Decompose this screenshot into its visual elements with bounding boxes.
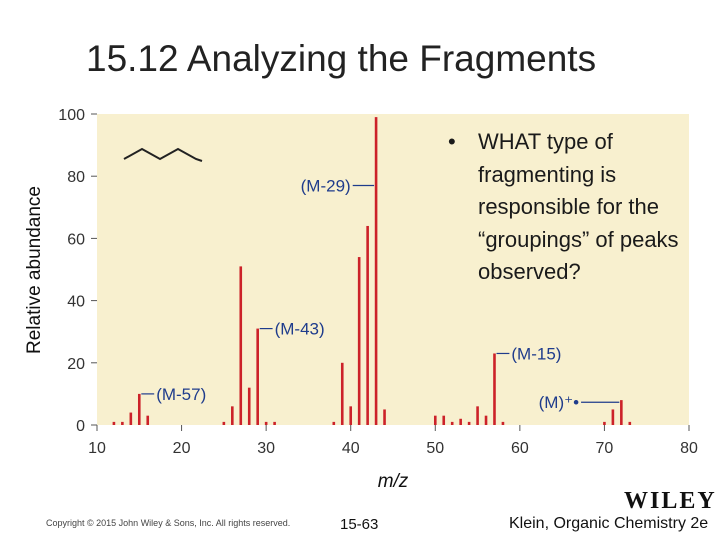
annotation-label: (M)⁺• [539, 393, 579, 412]
annotation-label: (M-29) [301, 177, 351, 196]
peak-bar-mz-14 [129, 412, 133, 425]
peak-bar-mz-44 [383, 409, 386, 425]
wiley-logo: WILEY [624, 488, 717, 514]
peak-bar-mz-56 [484, 415, 488, 425]
peak-bar-mz-28 [247, 387, 251, 425]
peak-bar-mz-51 [442, 415, 446, 425]
peak-bar-mz-38 [332, 421, 336, 425]
peak-bar-mz-16 [146, 415, 150, 425]
bullet-marker: • [448, 129, 456, 154]
peak-bar-mz-13 [121, 421, 124, 425]
x-tick-label: 60 [511, 440, 529, 457]
peak-bar-mz-30 [264, 421, 268, 425]
plot-area [97, 114, 689, 425]
peak-bar-mz-72 [620, 400, 623, 425]
spectrum-peaks [112, 117, 632, 426]
x-tick-label: 70 [596, 440, 614, 457]
x-axis: 10 20 30 40 50 60 70 80 [88, 425, 698, 457]
x-tick-label: 80 [680, 440, 698, 457]
y-tick-label: 80 [67, 169, 85, 186]
peak-bar-mz-29 [256, 328, 259, 425]
x-tick-label: 30 [257, 440, 275, 457]
x-tick-label: 40 [342, 440, 360, 457]
peak-bar-mz-54 [467, 421, 471, 425]
peak-bar-mz-50 [433, 415, 437, 425]
slide-title: 15.12 Analyzing the Fragments [86, 38, 597, 79]
peak-bar-mz-53 [459, 418, 462, 425]
slide-number: 15-63 [340, 516, 379, 533]
book-reference: Klein, Organic Chemistry 2e [509, 515, 709, 532]
annotation-label: (M-43) [275, 320, 325, 339]
copyright-notice: Copyright © 2015 John Wiley & Sons, Inc.… [46, 518, 291, 528]
bullet-text: WHAT type of fragmenting is responsible … [478, 129, 679, 284]
peak-annotations: (M-57) (M-43) (M-29) (M-15) (M)⁺• [141, 177, 620, 412]
peak-bar-mz-71 [611, 409, 615, 425]
peak-bar-mz-15 [137, 393, 141, 425]
annotation-label: (M-15) [511, 344, 561, 363]
y-tick-label: 0 [76, 418, 85, 435]
x-tick-label: 20 [173, 440, 191, 457]
y-tick-label: 40 [67, 294, 85, 311]
peak-bar-mz-43 [374, 117, 378, 426]
peak-bar-mz-57 [493, 353, 496, 425]
peak-bar-mz-55 [476, 406, 479, 425]
y-axis: 0 20 40 60 80 100 [58, 107, 97, 435]
peak-bar-mz-73 [628, 421, 632, 425]
annotation-label: (M-57) [156, 385, 206, 404]
peak-bar-mz-40 [349, 406, 353, 425]
y-tick-label: 60 [67, 231, 85, 248]
x-axis-label: m/z [378, 471, 409, 492]
peak-bar-mz-26 [231, 406, 234, 425]
peak-bar-mz-12 [112, 421, 116, 425]
y-tick-label: 100 [58, 107, 85, 124]
peak-bar-mz-52 [450, 421, 454, 425]
peak-bar-mz-70 [603, 421, 606, 425]
y-axis-label: Relative abundance [24, 186, 45, 354]
peak-bar-mz-58 [501, 421, 505, 425]
peak-bar-mz-27 [239, 266, 243, 425]
heptane-structure-icon [123, 147, 203, 162]
peak-bar-mz-31 [273, 421, 276, 425]
peak-bar-mz-25 [222, 421, 226, 425]
peak-bar-mz-41 [357, 257, 361, 425]
x-tick-label: 50 [426, 440, 444, 457]
peak-bar-mz-39 [340, 362, 344, 425]
peak-bar-mz-42 [366, 225, 369, 425]
x-tick-label: 10 [88, 440, 106, 457]
y-tick-label: 20 [67, 356, 85, 373]
